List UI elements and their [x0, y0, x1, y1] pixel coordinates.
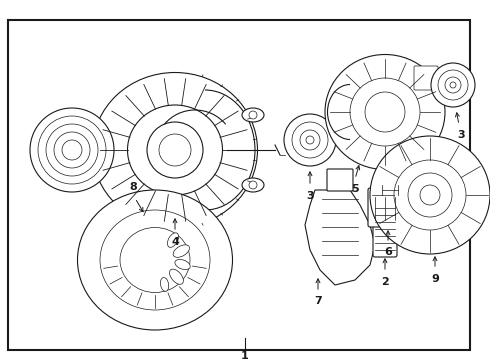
Ellipse shape: [350, 78, 420, 146]
FancyBboxPatch shape: [368, 188, 410, 227]
Circle shape: [445, 77, 461, 93]
Text: 9: 9: [431, 274, 439, 284]
Text: 1: 1: [241, 351, 249, 360]
Circle shape: [249, 111, 257, 119]
Ellipse shape: [370, 136, 490, 254]
Circle shape: [30, 108, 114, 192]
Ellipse shape: [173, 245, 190, 257]
Circle shape: [431, 63, 475, 107]
Ellipse shape: [242, 178, 264, 192]
Circle shape: [420, 185, 440, 205]
Circle shape: [46, 124, 98, 176]
FancyBboxPatch shape: [327, 169, 353, 191]
Text: 3: 3: [306, 191, 314, 201]
Text: 6: 6: [384, 247, 392, 257]
Ellipse shape: [242, 108, 264, 122]
FancyBboxPatch shape: [414, 66, 438, 90]
Circle shape: [292, 122, 328, 158]
Text: 2: 2: [381, 277, 389, 287]
Circle shape: [408, 173, 452, 217]
Ellipse shape: [175, 260, 190, 270]
Text: 3: 3: [457, 130, 465, 140]
Circle shape: [438, 70, 468, 100]
Circle shape: [147, 122, 203, 178]
Ellipse shape: [120, 228, 190, 292]
Circle shape: [159, 134, 191, 166]
Ellipse shape: [170, 269, 183, 284]
Circle shape: [300, 130, 320, 150]
Circle shape: [365, 92, 405, 132]
Ellipse shape: [127, 105, 222, 195]
FancyBboxPatch shape: [373, 198, 397, 257]
Ellipse shape: [93, 72, 258, 228]
Text: 7: 7: [314, 296, 322, 306]
Ellipse shape: [394, 160, 466, 230]
Circle shape: [38, 116, 106, 184]
Circle shape: [62, 140, 82, 160]
Circle shape: [306, 136, 314, 144]
Circle shape: [249, 181, 257, 189]
Ellipse shape: [325, 54, 445, 170]
Ellipse shape: [160, 278, 169, 291]
Text: 5: 5: [351, 184, 359, 194]
Ellipse shape: [77, 190, 232, 330]
Polygon shape: [305, 190, 375, 285]
Circle shape: [450, 82, 456, 88]
Circle shape: [284, 114, 336, 166]
Text: 8: 8: [129, 182, 137, 192]
Ellipse shape: [168, 233, 178, 247]
Text: 4: 4: [171, 237, 179, 247]
Circle shape: [54, 132, 90, 168]
Ellipse shape: [100, 210, 210, 310]
